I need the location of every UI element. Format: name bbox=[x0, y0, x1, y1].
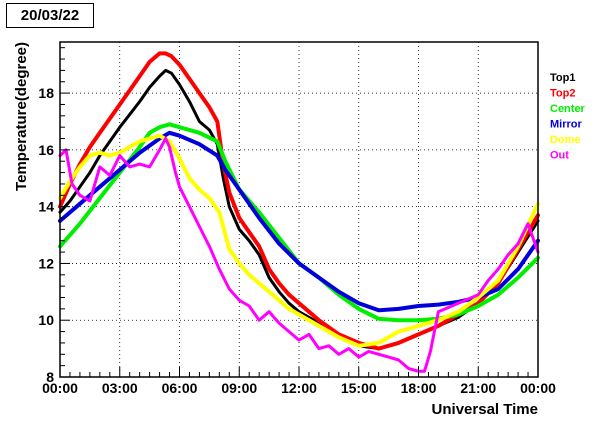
series-line-dome bbox=[58, 133, 540, 348]
series-line-out bbox=[58, 137, 540, 373]
x-tick-labels: 00:00 03:00 06:00 09:00 12:00 15:00 18:00 21:00… bbox=[42, 380, 556, 396]
y-tick-labels: 8 10 12 14 16 18 bbox=[38, 85, 54, 385]
x-tick-label: 15:00 bbox=[341, 380, 377, 396]
x-axis-title: Universal Time bbox=[432, 401, 538, 418]
legend-entry-top1: Top1 bbox=[550, 72, 575, 84]
x-tick-label: 21:00 bbox=[460, 380, 496, 396]
x-tick-label: 09:00 bbox=[221, 380, 257, 396]
data-series bbox=[58, 51, 540, 373]
legend-entry-dome: Dome bbox=[550, 134, 581, 146]
y-tick-label: 18 bbox=[38, 85, 54, 101]
x-tick-label: 00:00 bbox=[42, 380, 78, 396]
x-tick-label: 06:00 bbox=[162, 380, 198, 396]
x-tick-label: 18:00 bbox=[401, 380, 437, 396]
y-tick-label: 8 bbox=[46, 369, 54, 385]
y-axis-title: Temperature(degree) bbox=[13, 42, 30, 191]
y-tick-label: 12 bbox=[38, 255, 54, 271]
legend-entry-top2: Top2 bbox=[550, 88, 575, 100]
x-tick-label: 03:00 bbox=[102, 380, 138, 396]
series-line-mirror bbox=[58, 130, 540, 313]
legend-entry-out: Out bbox=[550, 150, 569, 162]
date-label: 20/03/22 bbox=[6, 3, 94, 28]
y-tick-label: 10 bbox=[38, 312, 54, 328]
grid-lines bbox=[59, 42, 539, 378]
y-tick-label: 16 bbox=[38, 142, 54, 158]
legend-entry-center: Center bbox=[550, 103, 586, 115]
series-line-top2 bbox=[58, 51, 540, 351]
x-tick-label: 12:00 bbox=[281, 380, 317, 396]
legend: Top1 Top2 Center Mirror Dome Out bbox=[550, 72, 586, 162]
y-tick-label: 14 bbox=[38, 199, 54, 215]
axis-ticks bbox=[59, 47, 539, 378]
legend-entry-mirror: Mirror bbox=[550, 119, 583, 131]
x-tick-label: 00:00 bbox=[520, 380, 556, 396]
